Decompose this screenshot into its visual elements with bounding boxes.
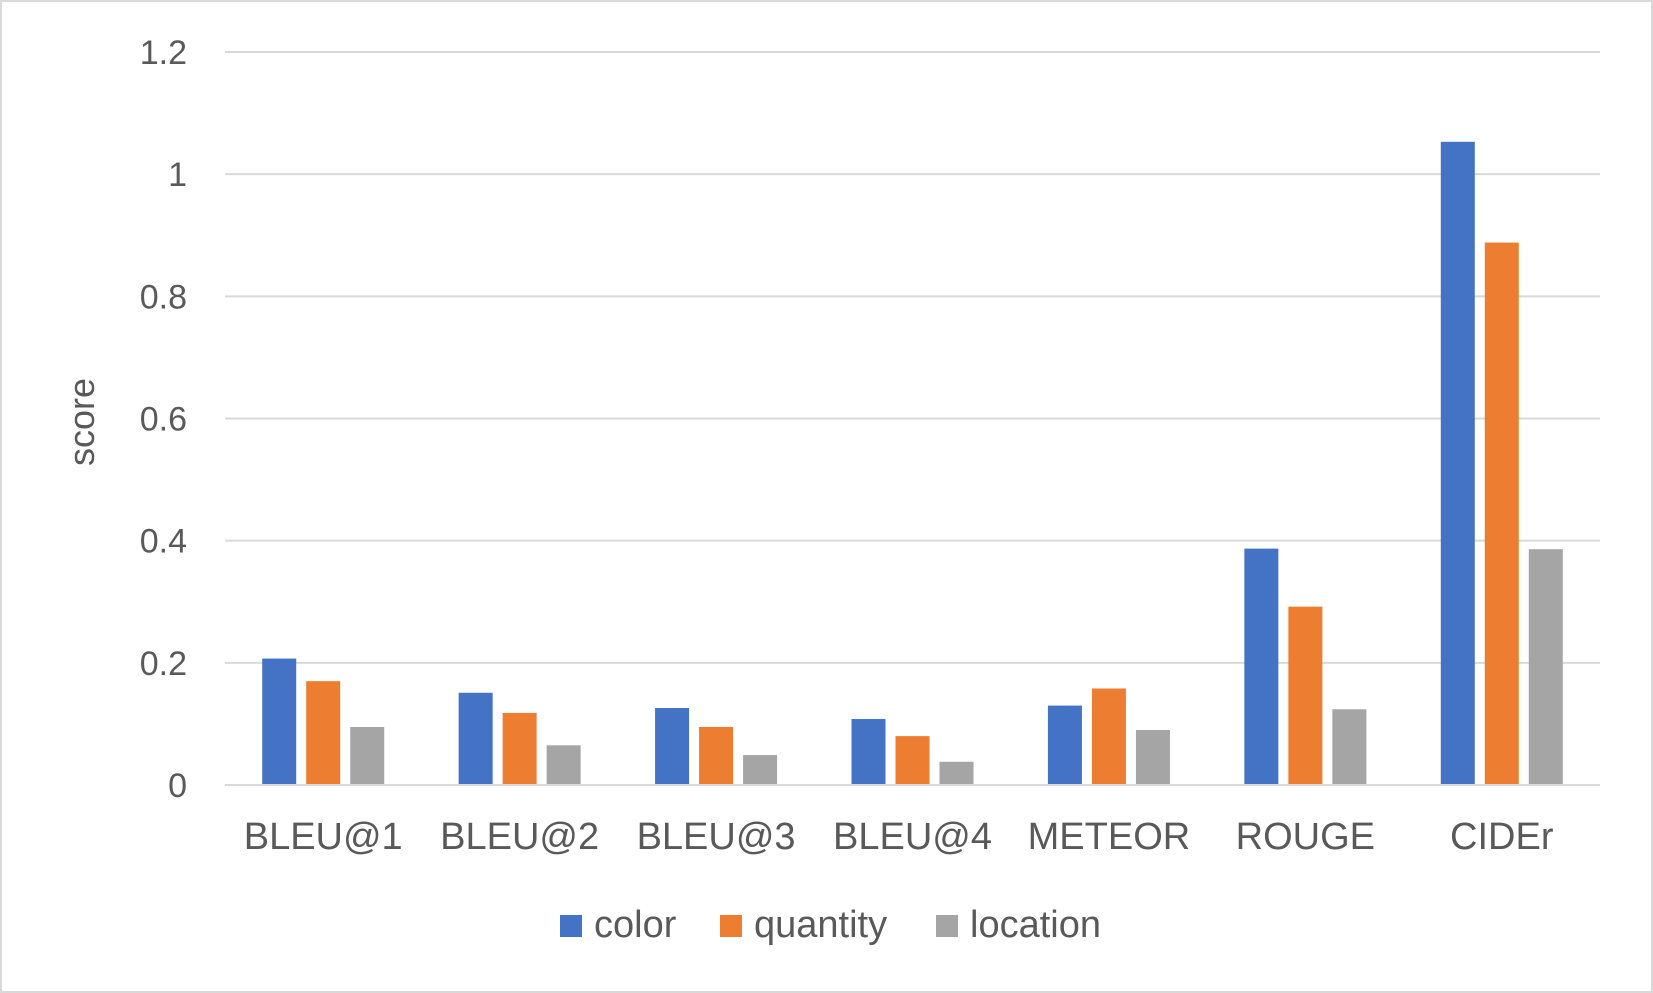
bar-location-bleu3 <box>743 755 778 785</box>
bar-quantity-meteor <box>1091 688 1126 785</box>
x-category-label: ROUGE <box>1236 816 1375 858</box>
bar-quantity-bleu3 <box>699 726 734 785</box>
bar-color-bleu1 <box>262 658 297 785</box>
y-tick-label: 0.4 <box>140 523 187 561</box>
bar-color-bleu3 <box>655 708 690 785</box>
y-tick-labels: 0 0.2 0.4 0.6 0.8 1 1.2 <box>140 34 187 805</box>
bar-color-cider <box>1440 141 1475 786</box>
bar-location-rouge <box>1332 709 1367 785</box>
bar-quantity-cider <box>1484 242 1519 785</box>
x-category-label: METEOR <box>1028 816 1191 858</box>
x-category-label: BLEU@3 <box>637 816 796 858</box>
x-category-labels: BLEU@1 BLEU@2 BLEU@3 BLEU@4 METEOR ROUGE CIDEr <box>244 816 1554 858</box>
y-tick-label: 0.8 <box>140 278 187 316</box>
x-category-label: CIDEr <box>1450 816 1554 858</box>
bar-color-bleu2 <box>458 692 493 785</box>
y-tick-label: 0.2 <box>140 645 187 683</box>
gridlines <box>225 51 1600 664</box>
legend-swatch-quantity <box>720 915 742 937</box>
y-axis-title: score <box>61 378 102 466</box>
bar-color-bleu4 <box>851 719 886 785</box>
bar-location-meteor <box>1135 730 1170 785</box>
y-tick-label: 0.6 <box>140 401 187 439</box>
legend: color quantity location <box>560 904 1101 946</box>
bar-location-bleu1 <box>350 726 385 785</box>
bar-location-bleu2 <box>546 745 581 785</box>
y-tick-label: 1.2 <box>140 34 187 72</box>
bar-location-cider <box>1528 549 1563 785</box>
legend-swatch-location <box>936 915 958 937</box>
bars <box>262 141 1563 786</box>
bar-quantity-rouge <box>1288 606 1323 785</box>
legend-swatch-color <box>560 915 582 937</box>
x-category-label: BLEU@2 <box>440 816 599 858</box>
legend-label-location: location <box>970 904 1101 946</box>
x-category-label: BLEU@4 <box>833 816 992 858</box>
y-tick-label: 0 <box>168 767 187 805</box>
bar-quantity-bleu4 <box>895 736 930 785</box>
bar-color-rouge <box>1244 548 1279 785</box>
y-tick-label: 1 <box>168 156 187 194</box>
bar-quantity-bleu1 <box>306 681 341 785</box>
bar-color-meteor <box>1047 705 1082 785</box>
legend-label-quantity: quantity <box>754 904 887 946</box>
bar-location-bleu4 <box>939 761 974 785</box>
legend-label-color: color <box>594 904 677 946</box>
bar-quantity-bleu2 <box>502 712 537 785</box>
x-category-label: BLEU@1 <box>244 816 403 858</box>
